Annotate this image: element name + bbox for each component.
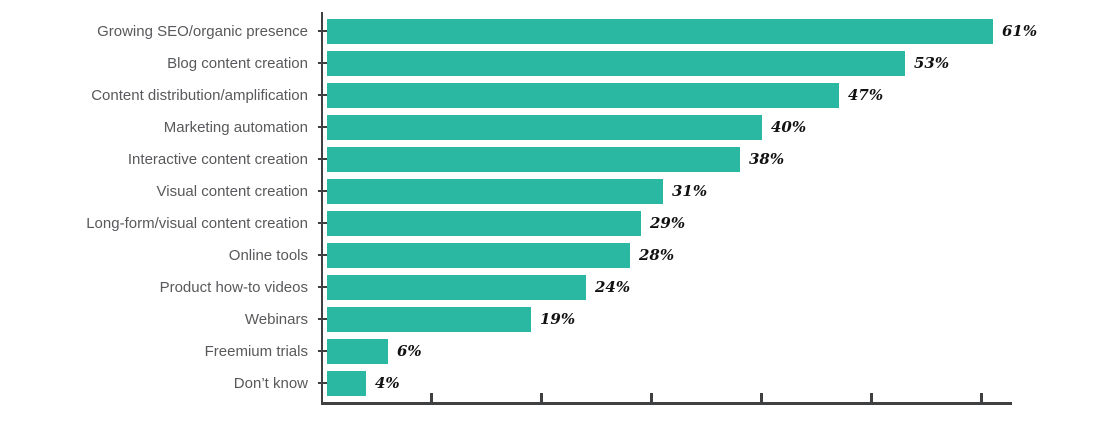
x-axis-tick [650,393,653,402]
y-axis-tick [318,62,327,64]
y-axis-tick [318,382,327,384]
chart-row: Product how-to videos 24% [0,271,1106,303]
chart-row: Online tools 28% [0,239,1106,271]
value-label: 53% [914,53,950,72]
x-axis-tick [430,393,433,402]
category-label: Product how-to videos [159,278,308,296]
chart-row: Don’t know 4% [0,367,1106,399]
value-label: 4% [375,373,400,392]
y-axis-tick [318,318,327,320]
row-plot-area: 28% [322,239,1106,271]
value-label: 28% [639,245,675,264]
y-axis-tick [318,190,327,192]
bar [327,274,586,300]
bar [327,146,740,172]
row-plot-area: 38% [322,143,1106,175]
value-label: 40% [771,117,807,136]
x-axis-tick [870,393,873,402]
row-plot-area: 24% [322,271,1106,303]
category-label: Don’t know [233,374,308,392]
category-label: Growing SEO/organic presence [97,22,308,40]
y-axis-tick [318,126,327,128]
bar [327,114,762,140]
value-label: 29% [650,213,686,232]
y-axis-line [321,12,323,405]
row-plot-area: 4% [322,367,1106,399]
x-axis-line [321,402,1012,405]
category-label: Content distribution/amplification [91,86,308,104]
value-label: 61% [1002,21,1038,40]
x-axis-tick [540,393,543,402]
row-plot-area: 47% [322,79,1106,111]
chart-row: Content distribution/amplification 47% [0,79,1106,111]
row-plot-area: 53% [322,47,1106,79]
row-plot-area: 6% [322,335,1106,367]
category-label: Webinars [244,310,308,328]
bar [327,18,993,44]
category-label: Freemium trials [204,342,308,360]
value-label: 31% [672,181,708,200]
y-axis-tick [318,222,327,224]
value-label: 6% [397,341,422,360]
row-plot-area: 61% [322,15,1106,47]
bar [327,178,663,204]
category-label: Online tools [228,246,308,264]
bar [327,242,630,268]
chart-row: Interactive content creation 38% [0,143,1106,175]
row-plot-area: 19% [322,303,1106,335]
y-axis-tick [318,30,327,32]
bar [327,306,531,332]
category-label: Marketing automation [163,118,308,136]
chart-row: Visual content creation 31% [0,175,1106,207]
x-axis-tick [760,393,763,402]
y-axis-tick [318,158,327,160]
x-axis-tick [980,393,983,402]
chart-row: Blog content creation 53% [0,47,1106,79]
value-label: 19% [540,309,576,328]
value-label: 38% [749,149,785,168]
y-axis-tick [318,94,327,96]
value-label: 47% [848,85,884,104]
y-axis-tick [318,350,327,352]
chart-row: Marketing automation 40% [0,111,1106,143]
chart-row: Freemium trials 6% [0,335,1106,367]
bar [327,50,905,76]
value-label: 24% [595,277,631,296]
y-axis-tick [318,286,327,288]
chart-row: Growing SEO/organic presence 61% [0,15,1106,47]
bar [327,338,388,364]
chart-row: Webinars 19% [0,303,1106,335]
bar [327,82,839,108]
bar [327,370,366,396]
chart-rows: Growing SEO/organic presence 61% Blog cont… [0,15,1106,399]
row-plot-area: 29% [322,207,1106,239]
category-label: Long-form/visual content creation [86,214,308,232]
chart-row: Long-form/visual content creation 29% [0,207,1106,239]
bar [327,210,641,236]
row-plot-area: 31% [322,175,1106,207]
category-label: Interactive content creation [127,150,308,168]
row-plot-area: 40% [322,111,1106,143]
category-label: Blog content creation [167,54,308,72]
category-label: Visual content creation [156,182,309,200]
y-axis-tick [318,254,327,256]
